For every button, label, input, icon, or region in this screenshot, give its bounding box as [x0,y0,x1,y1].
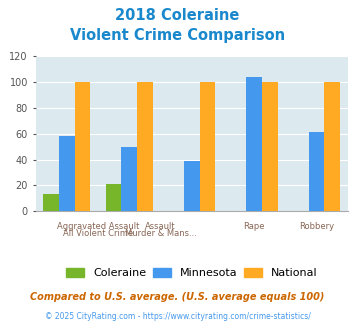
Bar [137,82,153,211]
Bar [324,82,340,211]
Bar [121,147,137,211]
Bar [106,184,121,211]
Bar [75,82,90,211]
Text: © 2025 CityRating.com - https://www.cityrating.com/crime-statistics/: © 2025 CityRating.com - https://www.city… [45,312,310,321]
Bar [200,82,215,211]
Text: Murder & Mans...: Murder & Mans... [125,229,196,238]
Bar [43,194,59,211]
Bar [246,77,262,211]
Text: Violent Crime Comparison: Violent Crime Comparison [70,28,285,43]
Bar [59,136,75,211]
Text: Robbery: Robbery [299,221,334,231]
Bar [184,161,200,211]
Text: All Violent Crime: All Violent Crime [63,229,133,238]
Text: Assault: Assault [145,221,176,231]
Text: 2018 Coleraine: 2018 Coleraine [115,8,240,23]
Legend: Coleraine, Minnesota, National: Coleraine, Minnesota, National [62,263,322,282]
Bar [262,82,278,211]
Bar [309,132,324,211]
Text: Rape: Rape [244,221,265,231]
Text: Aggravated Assault: Aggravated Assault [57,221,139,231]
Text: Compared to U.S. average. (U.S. average equals 100): Compared to U.S. average. (U.S. average … [30,292,325,302]
